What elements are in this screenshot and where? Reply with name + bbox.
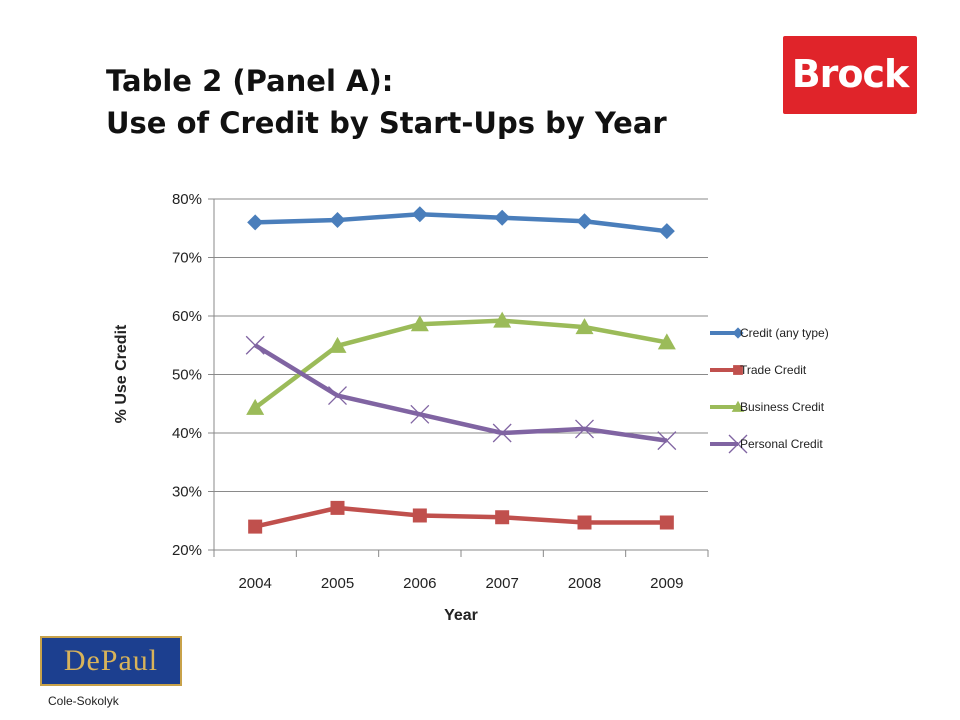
title-line-1: Table 2 (Panel A):	[106, 64, 394, 98]
data-point-3-2-stroke-b	[410, 404, 430, 424]
data-point-3-1	[328, 386, 347, 406]
legend-label-2: Business Credit	[740, 400, 825, 414]
data-point-2-2	[410, 315, 429, 332]
chart-legend: Credit (any type) Trade Credit Business Cr…	[710, 326, 829, 454]
data-point-3-5-stroke-b	[657, 431, 677, 451]
data-point-2-4	[575, 318, 594, 335]
legend-marker-1	[733, 365, 743, 375]
x-tick-label-2005: 2005	[321, 575, 354, 592]
y-tick-label-20: 20%	[172, 542, 202, 559]
y-tick-label-50: 50%	[172, 367, 202, 384]
legend-marker-3	[728, 434, 748, 454]
depaul-logo: DePaul	[40, 636, 182, 686]
data-point-1-0	[248, 519, 263, 534]
data-point-0-5	[658, 223, 675, 240]
data-point-1-4	[577, 515, 592, 530]
y-axis-title: % Use Credit	[113, 324, 130, 423]
author-credit: Cole-Sokolyk	[48, 694, 119, 708]
data-point-2-1	[328, 336, 347, 353]
data-point-0-1	[329, 212, 346, 229]
data-point-3-1-stroke-b	[328, 386, 347, 406]
data-point-0-4	[576, 213, 593, 230]
data-point-3-0-stroke-b	[245, 335, 265, 355]
x-tick-label-2006: 2006	[403, 575, 436, 592]
depaul-logo-text: DePaul	[63, 644, 159, 677]
series-line-1	[254, 505, 667, 529]
data-point-2-5	[657, 333, 676, 350]
data-point-3-5	[657, 431, 677, 451]
legend-label-0: Credit (any type)	[740, 326, 829, 340]
y-tick-label-80: 80%	[172, 191, 202, 208]
data-point-1-1	[330, 500, 345, 515]
legend-marker-3-stroke-b	[728, 434, 748, 454]
data-point-1-2	[412, 508, 427, 523]
series-line-2	[253, 318, 668, 410]
x-tick-label-2007: 2007	[485, 575, 518, 592]
x-tick-label-2009: 2009	[650, 575, 683, 592]
y-tick-label-60: 60%	[172, 308, 202, 325]
x-axis: 2004 2005 2006 2007 2008 2009	[213, 550, 709, 592]
title-line-2: Use of Credit by Start-Ups by Year	[106, 106, 667, 140]
data-point-0-2	[411, 206, 428, 223]
gridlines	[208, 198, 708, 551]
x-tick-label-2004: 2004	[238, 575, 271, 592]
series-line-3	[253, 343, 668, 443]
data-point-3-3	[492, 423, 512, 443]
data-point-3-2	[410, 404, 430, 424]
series-line-0	[255, 211, 668, 234]
legend-marker-2	[731, 400, 745, 412]
slide-title: Table 2 (Panel A): Use of Credit by Star…	[106, 60, 667, 144]
y-axis-ticks: 20% 30% 40% 50% 60% 70% 80%	[172, 191, 202, 559]
data-point-0-3	[494, 209, 511, 226]
data-point-1-5	[659, 515, 674, 530]
data-point-0-0	[247, 214, 264, 231]
x-axis-title: Year	[444, 607, 478, 624]
chart-series	[245, 206, 677, 534]
data-point-3-0	[245, 335, 265, 355]
y-tick-label-40: 40%	[172, 425, 202, 442]
data-point-3-3-stroke-b	[492, 423, 512, 443]
data-point-2-3	[493, 311, 512, 328]
legend-label-3: Personal Credit	[740, 437, 823, 451]
x-tick-label-2008: 2008	[568, 575, 601, 592]
data-point-3-4-stroke-b	[575, 419, 594, 439]
y-tick-label-70: 70%	[172, 250, 202, 267]
data-point-3-4	[575, 419, 594, 439]
legend-label-1: Trade Credit	[740, 363, 807, 377]
data-point-1-3	[495, 510, 510, 525]
brock-logo-text: Brock	[791, 52, 910, 96]
y-tick-label-30: 30%	[172, 484, 202, 501]
brock-logo: Brock	[783, 36, 917, 114]
data-point-2-0	[246, 398, 265, 415]
